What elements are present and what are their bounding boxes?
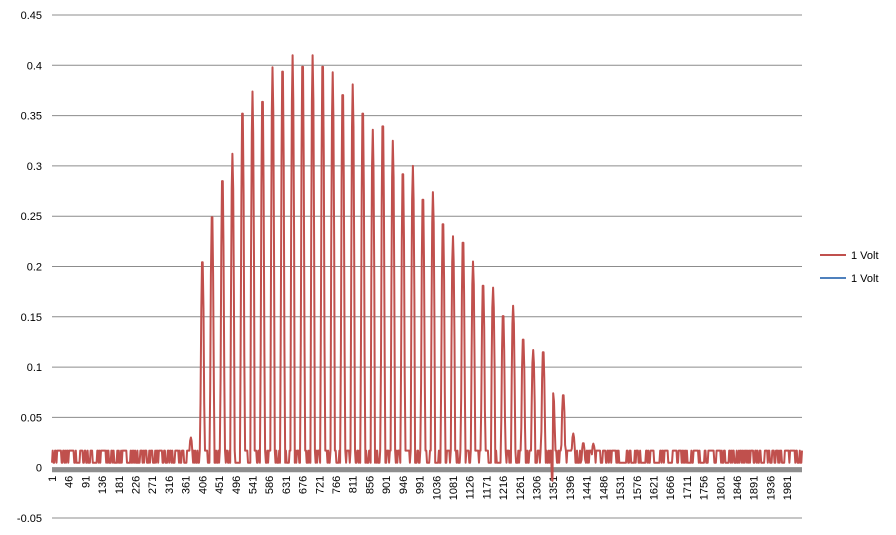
x-tick-label: 901 [381,476,393,494]
legend-label: 1 Volt [851,273,879,285]
x-tick-label: 1306 [532,476,544,500]
x-tick-label: 856 [364,476,376,494]
x-tick-label: 1981 [782,476,794,500]
x-tick-label: 1441 [582,476,594,500]
x-tick-label: 46 [64,476,76,488]
x-tick-label: 586 [264,476,276,494]
x-tick-label: 361 [181,476,193,494]
x-tick-label: 1036 [431,476,443,500]
x-tick-label: 1756 [699,476,711,500]
x-tick-label: 136 [97,476,109,494]
x-tick-label: 631 [281,476,293,494]
x-tick-label: 1261 [515,476,527,500]
x-tick-label: 451 [214,476,226,494]
x-tick-label: 811 [348,476,360,494]
x-tick-label: 676 [298,476,310,494]
y-tick-label: 0.25 [21,211,42,223]
x-tick-label: 91 [80,476,92,488]
y-tick-label: 0.1 [27,362,42,374]
y-tick-label: 0 [36,463,42,475]
x-tick-label: 1171 [481,476,493,500]
y-tick-label: 0.4 [27,60,42,72]
x-tick-label: 991 [415,476,427,494]
x-tick-label: 1891 [749,476,761,500]
x-tick-label: 226 [131,476,143,494]
x-tick-label: 496 [231,476,243,494]
x-tick-label: 1936 [765,476,777,500]
legend-label: 1 Volt [851,250,879,262]
x-tick-label: 1801 [715,476,727,500]
x-tick-label: 766 [331,476,343,494]
x-tick-label: 1486 [598,476,610,500]
x-tick-label: 1576 [632,476,644,500]
y-tick-label: 0.05 [21,412,42,424]
x-tick-label: 1621 [648,476,660,500]
x-tick-label: 1081 [448,476,460,500]
x-tick-label: 1666 [665,476,677,500]
x-tick-label: 721 [314,476,326,494]
y-tick-label: 0.35 [21,111,42,123]
x-tick-label: 1 [47,476,59,482]
x-tick-label: 406 [197,476,209,494]
x-tick-label: 1351 [548,476,560,500]
x-tick-label: 1126 [465,476,477,500]
y-tick-label: 0.2 [27,262,42,274]
x-tick-label: 1846 [732,476,744,500]
x-tick-label: 316 [164,476,176,494]
x-tick-label: 1531 [615,476,627,500]
x-tick-label: 1216 [498,476,510,500]
x-tick-label: 541 [247,476,259,494]
x-tick-label: 181 [114,476,126,494]
y-tick-label: 0.15 [21,312,42,324]
x-tick-label: 271 [147,476,159,494]
y-tick-label: -0.05 [17,513,42,525]
y-tick-label: 0.45 [21,10,42,22]
x-tick-label: 1396 [565,476,577,500]
y-tick-label: 0.3 [27,161,42,173]
series-line-1-volt [51,54,803,482]
x-tick-label: 1711 [682,476,694,500]
x-tick-label: 946 [398,476,410,494]
